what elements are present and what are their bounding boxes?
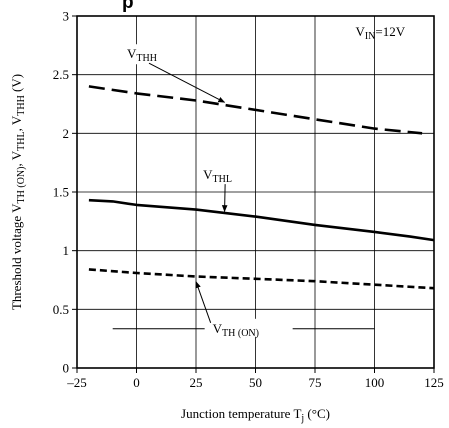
y-tick-label: 1 — [63, 243, 70, 258]
y-tick-label: 0 — [63, 361, 70, 376]
label-bg-vthl — [200, 165, 255, 186]
x-tick-label: 75 — [309, 375, 322, 390]
grid-lines — [77, 16, 434, 368]
arrow-vthh — [148, 62, 226, 103]
y-tick-label: 2 — [63, 126, 70, 141]
data-series — [88, 85, 435, 290]
x-axis-ticks: –25 0 25 50 75 100 125 — [66, 368, 444, 390]
x-axis-title: Junction temperature Tj (°C) — [181, 406, 330, 424]
label-bg-vthh — [123, 44, 178, 65]
x-tick-label: 50 — [249, 375, 262, 390]
y-tick-label: 1.5 — [53, 185, 69, 200]
series-line-vthh — [88, 85, 423, 135]
arrow-vthl — [221, 184, 228, 213]
x-tick-label: 125 — [424, 375, 444, 390]
arrow-vth-on- — [195, 280, 212, 323]
y-axis-ticks: 0 0.5 1 1.5 2 2.5 3 — [53, 9, 77, 376]
y-axis-title: Threshold voltage VTH (ON), VTHL, VTHH (… — [9, 74, 27, 310]
y-tick-label: 2.5 — [53, 67, 69, 82]
series-line-vth-on- — [88, 268, 435, 290]
x-tick-label: 25 — [190, 375, 203, 390]
x-tick-label: 100 — [365, 375, 385, 390]
annotations: VTHH VTHL VTH (ON) VIN=12V — [112, 24, 406, 339]
y-tick-label: 0.5 — [53, 302, 69, 317]
series-label-vthh: VTHH — [127, 46, 157, 64]
series-label-vthl: VTHL — [203, 167, 232, 185]
condition-label: VIN=12V — [355, 24, 405, 42]
x-tick-label: 0 — [133, 375, 140, 390]
header-fragment: p — [122, 0, 134, 13]
series-label-vth-on-: VTH (ON) — [213, 321, 259, 339]
y-tick-label: 3 — [63, 9, 70, 24]
series-line-vthl — [88, 198, 435, 242]
x-tick-label: –25 — [66, 375, 87, 390]
label-bg-vth-on- — [204, 318, 289, 337]
